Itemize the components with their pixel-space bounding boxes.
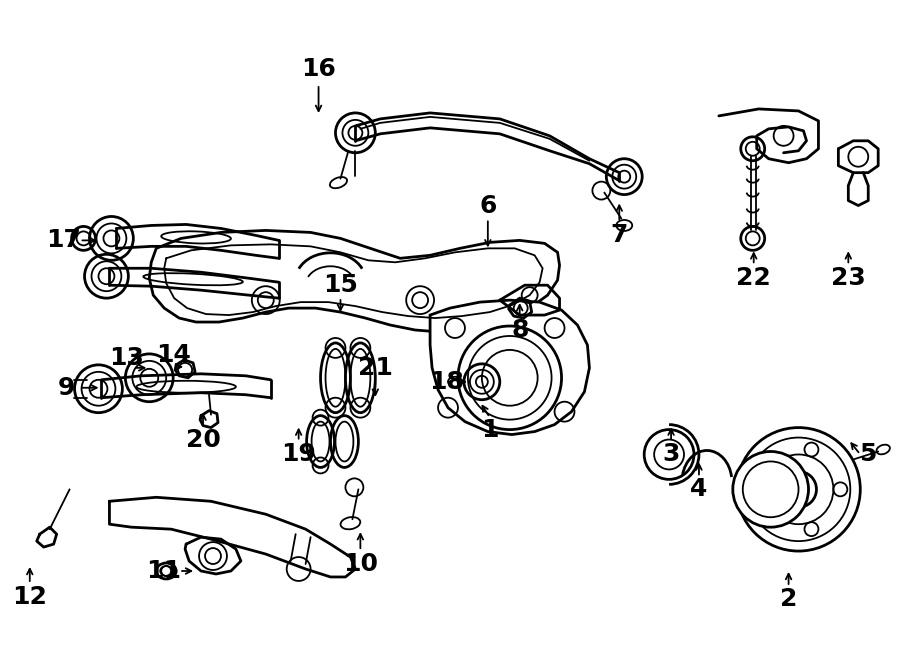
Text: 11: 11 — [146, 559, 181, 583]
Text: 6: 6 — [479, 193, 497, 218]
Text: 13: 13 — [109, 346, 144, 370]
Text: 17: 17 — [46, 228, 81, 252]
Text: 10: 10 — [343, 552, 378, 576]
Text: 16: 16 — [302, 57, 336, 81]
Circle shape — [737, 428, 860, 551]
Text: 12: 12 — [13, 585, 47, 609]
Text: 9: 9 — [58, 376, 76, 400]
Text: 18: 18 — [429, 370, 464, 394]
Text: 1: 1 — [482, 418, 499, 442]
Polygon shape — [149, 230, 560, 332]
Text: 21: 21 — [358, 356, 392, 380]
Text: 8: 8 — [511, 318, 528, 342]
Text: 5: 5 — [860, 442, 877, 467]
Text: 2: 2 — [780, 587, 797, 611]
Text: 4: 4 — [690, 477, 707, 501]
Text: 22: 22 — [736, 266, 771, 290]
Text: 15: 15 — [323, 273, 358, 297]
Text: 14: 14 — [156, 343, 191, 367]
Text: 3: 3 — [662, 442, 680, 467]
Text: 7: 7 — [610, 223, 628, 248]
Text: 23: 23 — [831, 266, 866, 290]
Circle shape — [733, 451, 808, 527]
Polygon shape — [430, 300, 590, 434]
Text: 20: 20 — [185, 428, 220, 451]
Text: 19: 19 — [281, 442, 316, 467]
